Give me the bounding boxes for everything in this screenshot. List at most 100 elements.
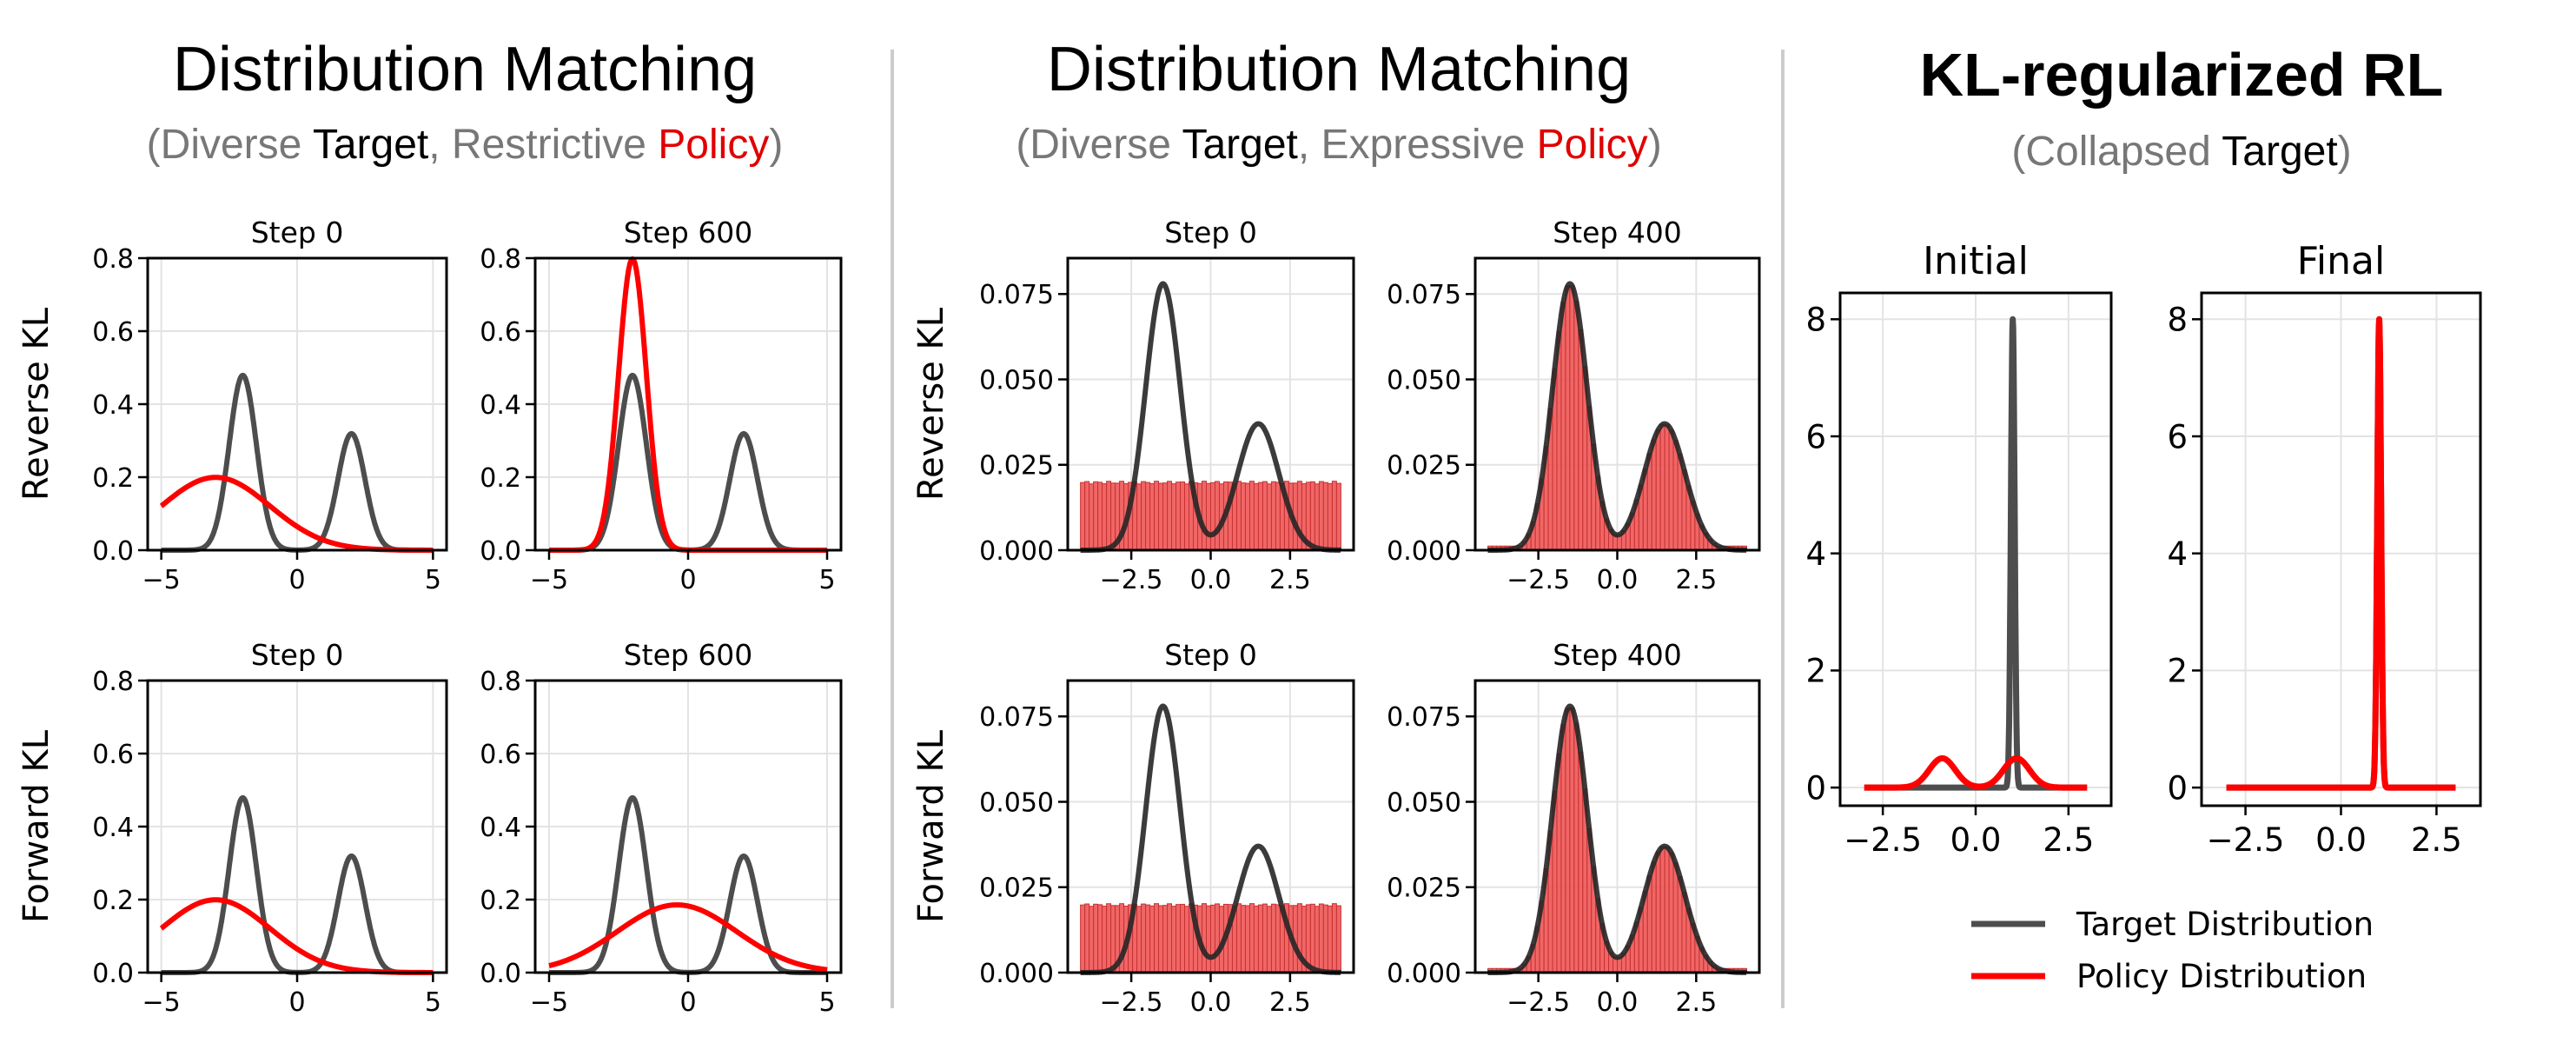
target-line — [1078, 281, 1343, 553]
histogram-bar — [1102, 483, 1108, 551]
subplot: −5 0 5 0.0 0.2 0.4 0.6 0.8 Step 600 — [480, 216, 843, 595]
y-tick-label: 8 — [1805, 302, 1826, 339]
histogram-bar — [1106, 903, 1112, 973]
histogram-bar — [1080, 482, 1086, 551]
subplot-title: Step 0 — [1164, 216, 1257, 249]
policy-line — [2223, 316, 2459, 791]
histogram-bar — [1314, 483, 1320, 551]
histogram-bar — [1664, 846, 1670, 973]
histogram-bar — [1569, 708, 1575, 973]
histogram-bar — [1158, 482, 1164, 551]
y-tick-label: 0.075 — [1387, 280, 1461, 310]
histogram-bar — [1270, 903, 1276, 973]
histogram-bar — [1206, 905, 1211, 973]
y-axis-label: Forward KL — [17, 729, 56, 923]
histogram-bar — [1167, 481, 1173, 551]
histogram-bar — [1659, 846, 1665, 973]
histogram-bar — [1171, 906, 1177, 973]
histogram-bar — [1309, 481, 1315, 551]
histogram-bar — [1202, 903, 1208, 973]
x-tick-label: 2.5 — [1269, 565, 1311, 595]
y-tick-label: 4 — [2167, 535, 2188, 573]
histogram-bar — [1573, 722, 1579, 973]
histogram-bar — [1184, 906, 1190, 973]
y-tick-label: 0.8 — [480, 244, 521, 275]
histogram-bar — [1569, 285, 1575, 551]
histogram-bar — [1145, 482, 1151, 551]
x-tick-label: 2.5 — [2043, 821, 2094, 859]
group-title: KL-regularized RL — [1920, 41, 2444, 109]
histogram-bar — [1175, 482, 1182, 551]
x-tick-label: −2.5 — [1100, 565, 1163, 595]
histogram-bar — [1331, 903, 1337, 973]
subplot-title: Step 400 — [1553, 638, 1682, 672]
histogram-bar — [1651, 439, 1657, 551]
histogram-bar — [1672, 862, 1679, 973]
histogram-bar — [1162, 905, 1169, 973]
group-title: Distribution Matching — [173, 35, 757, 104]
subplot: −5 0 5 0.0 0.2 0.4 0.6 0.8 Step 0 Reverse KL — [17, 216, 448, 595]
legend-label: Policy Distribution — [2076, 958, 2367, 995]
histogram-bar — [1093, 481, 1099, 551]
y-tick-label: 0.4 — [92, 390, 134, 421]
histogram-bar — [1275, 482, 1281, 551]
histogram-bar — [1084, 903, 1090, 973]
histogram-bar — [1136, 906, 1142, 973]
y-tick-label: 0.050 — [979, 365, 1054, 395]
y-tick-label: 0.000 — [1387, 536, 1461, 567]
x-tick-label: 0.0 — [1190, 565, 1232, 595]
x-tick-label: −2.5 — [1844, 821, 1922, 859]
histogram-bar — [1655, 851, 1661, 973]
y-tick-label: 6 — [1805, 418, 1826, 455]
histogram-bar — [1110, 905, 1116, 973]
histogram-bar — [1167, 903, 1173, 973]
subplot: −5 0 5 0.0 0.2 0.4 0.6 0.8 Step 0 Forward KL — [17, 638, 448, 1018]
histogram-bar — [1668, 429, 1674, 551]
y-tick-label: 2 — [2167, 653, 2188, 690]
group-subtitle: (Diverse Target, Expressive Policy) — [1016, 122, 1661, 168]
histogram-bar — [1314, 906, 1320, 973]
histogram-bar — [1248, 903, 1255, 973]
x-tick-label: 0.0 — [2315, 821, 2367, 859]
y-tick-label: 0.075 — [979, 702, 1054, 733]
x-tick-label: 5 — [818, 987, 835, 1018]
histogram-bar — [1136, 483, 1142, 551]
y-tick-label: 0.2 — [480, 886, 521, 916]
y-tick-label: 0.6 — [480, 317, 521, 348]
policy-line — [546, 902, 830, 973]
subplot-title: Step 400 — [1553, 216, 1682, 249]
legend: Target Distribution Policy Distribution — [1971, 906, 2374, 995]
histogram-bar — [1210, 904, 1215, 973]
histogram-bar — [1573, 300, 1579, 551]
x-tick-label: −2.5 — [1507, 565, 1570, 595]
histogram-bar — [1235, 903, 1242, 973]
target-line — [1486, 703, 1749, 975]
histogram-bar — [1327, 905, 1333, 973]
y-axis-label: Forward KL — [911, 729, 951, 923]
histogram-bar — [1253, 482, 1259, 551]
histogram-bar — [1210, 482, 1215, 551]
y-tick-label: 0.025 — [1387, 451, 1461, 482]
y-tick-label: 0.6 — [92, 317, 134, 348]
y-tick-label: 4 — [1805, 535, 1826, 573]
histogram-bar — [1214, 481, 1220, 551]
x-tick-label: −2.5 — [1100, 987, 1163, 1018]
histogram-bar — [1202, 481, 1208, 551]
histogram-bar — [1266, 906, 1272, 973]
histogram-bar — [1659, 423, 1665, 551]
histogram-bar — [1651, 861, 1657, 973]
histogram-bar — [1318, 481, 1324, 551]
y-tick-label: 0 — [1805, 769, 1826, 807]
histogram-bar — [1244, 905, 1250, 973]
y-tick-label: 0.000 — [1387, 959, 1461, 989]
x-tick-label: −2.5 — [1507, 987, 1570, 1018]
histogram-bar — [1149, 905, 1156, 973]
y-tick-label: 0.050 — [979, 787, 1054, 818]
y-tick-label: 0.000 — [979, 959, 1054, 989]
y-tick-label: 0.025 — [1387, 874, 1461, 904]
x-tick-label: 0 — [679, 565, 696, 595]
histogram-bar — [1560, 724, 1566, 973]
histogram-bar — [1180, 481, 1186, 551]
x-tick-label: 5 — [425, 987, 441, 1018]
histogram-bar — [1110, 482, 1116, 551]
